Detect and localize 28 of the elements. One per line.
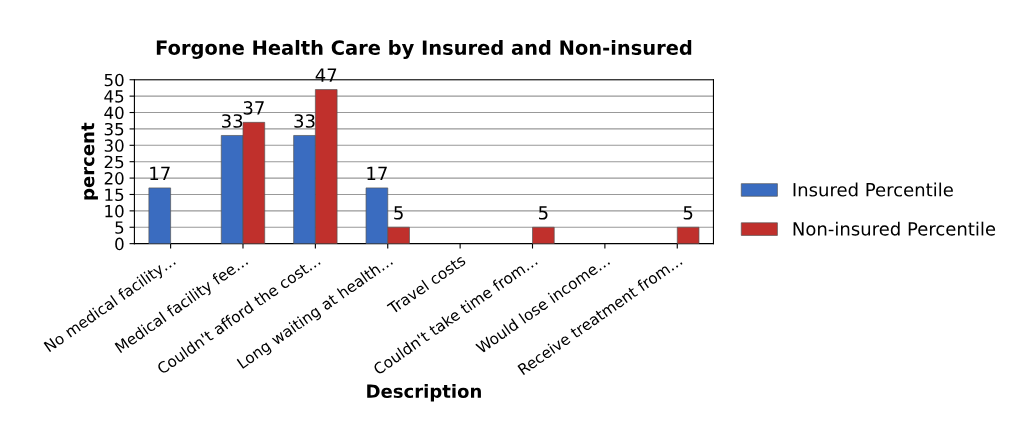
y-tick-label: 35 [104, 122, 124, 136]
data-label: 5 [539, 206, 548, 220]
chart-title: Forgone Health Care by Insured and Non-insured [156, 39, 692, 59]
data-label: 47 [315, 68, 337, 82]
data-label: 33 [294, 114, 315, 128]
y-tick-label: 40 [104, 106, 124, 120]
legend-label: Insured Percentile [793, 182, 953, 197]
x-axis-title: Description [367, 384, 481, 402]
data-label: 17 [367, 166, 387, 180]
data-label: 33 [222, 114, 243, 128]
y-tick-label: 10 [105, 204, 124, 218]
y-tick-label: 30 [104, 139, 124, 152]
data-label: 17 [150, 166, 170, 180]
bar [532, 226, 555, 244]
y-tick-label: 25 [104, 155, 124, 169]
y-axis-title: percent [81, 122, 98, 200]
y-tick-label: 45 [104, 90, 124, 103]
data-label: 5 [394, 206, 403, 220]
y-tick-label: 15 [105, 188, 124, 202]
y-tick-label: 20 [104, 172, 124, 185]
bar [676, 226, 700, 244]
legend-label: Non-insured Percentile [793, 221, 996, 236]
bar [148, 187, 171, 244]
data-label: 37 [243, 101, 264, 115]
y-tick-label: 0 [115, 237, 124, 251]
data-label: 5 [683, 206, 693, 220]
y-tick-label: 50 [104, 73, 124, 87]
y-tick-label: 5 [115, 221, 124, 234]
